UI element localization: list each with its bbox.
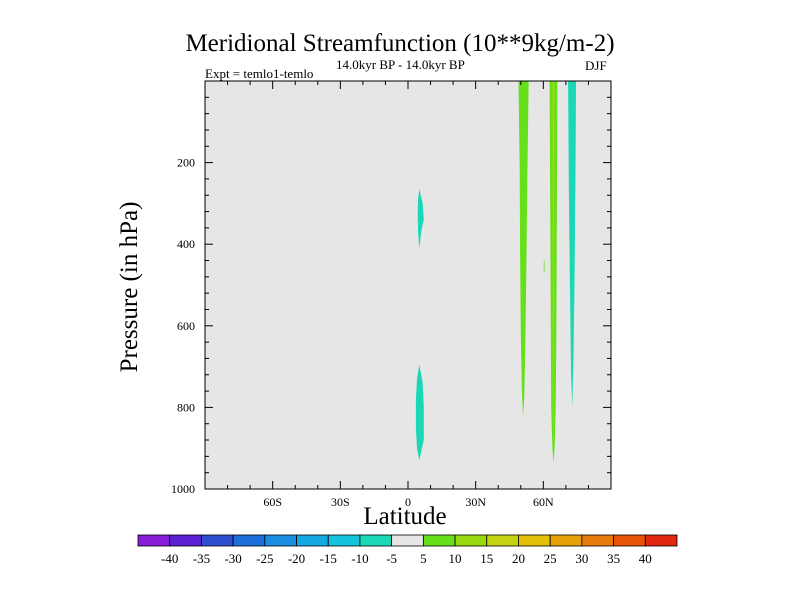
- x-tick-label: 60S: [263, 495, 282, 509]
- colorbar-swatch: [454, 534, 488, 547]
- colorbar-label: 25: [544, 551, 557, 566]
- colorbar-label: 10: [449, 551, 462, 566]
- region-neg-upper-tropics: [417, 189, 424, 249]
- region-neg-lower-tropics: [415, 364, 424, 461]
- region-pos-highlat-core: [552, 81, 555, 449]
- colorbar-swatch: [232, 534, 266, 547]
- colorbar-swatch: [549, 534, 583, 547]
- colorbar-swatch: [327, 534, 361, 547]
- colorbar-label: 5: [420, 551, 427, 566]
- region-pos-midlat-band: [518, 81, 529, 416]
- colorbar-label: 30: [575, 551, 588, 566]
- x-tick-label: 60N: [533, 495, 554, 509]
- colorbar: -40 -35 -30 -25 -20 -15 -10 -5 5 10 15 20 25 30 35 40: [137, 534, 678, 566]
- colorbar-label: -20: [288, 551, 305, 566]
- axis-ticks: 60S 30S 0 30N 60N 200 400 600 800 1000: [171, 81, 611, 509]
- colorbar-label: -30: [224, 551, 241, 566]
- season-label: DJF: [585, 58, 607, 73]
- colorbar-label: -40: [161, 551, 178, 566]
- colorbar-swatch: [359, 534, 393, 547]
- colorbar-swatch: [264, 534, 297, 547]
- x-tick-label: 30N: [465, 495, 486, 509]
- x-axis-label: Latitude: [363, 503, 447, 530]
- region-pos-isolated-dot: [543, 260, 545, 273]
- y-tick-label: 400: [177, 237, 195, 251]
- region-neg-polar-band: [568, 81, 576, 408]
- colorbar-swatch: [486, 534, 519, 547]
- colorbar-label: -35: [193, 551, 210, 566]
- chart-title: Meridional Streamfunction (10**9kg/m-2): [185, 30, 615, 57]
- colorbar-swatch: [422, 534, 456, 547]
- colorbar-swatch: [137, 534, 171, 547]
- y-tick-label: 600: [177, 319, 195, 333]
- colorbar-swatch: [201, 534, 234, 547]
- colorbar-label: 40: [639, 551, 652, 566]
- colorbar-swatch: [296, 534, 329, 547]
- contour-regions: [415, 81, 576, 463]
- plot-frame: [204, 80, 612, 490]
- colorbar-swatch: [613, 534, 646, 547]
- colorbar-swatch: [391, 534, 424, 547]
- x-tick-label: 30S: [331, 495, 350, 509]
- colorbar-swatch: [644, 534, 678, 547]
- plot-background: [205, 81, 611, 489]
- colorbar-label: 20: [512, 551, 525, 566]
- colorbar-swatch: [581, 534, 614, 547]
- y-tick-label: 1000: [171, 482, 195, 496]
- y-tick-label: 800: [177, 400, 195, 414]
- colorbar-swatch: [169, 534, 202, 547]
- colorbar-label: 35: [607, 551, 620, 566]
- colorbar-label: -10: [351, 551, 368, 566]
- y-tick-label: 200: [177, 156, 195, 170]
- colorbar-swatch: [518, 534, 551, 547]
- colorbar-label: 15: [480, 551, 493, 566]
- colorbar-label: -5: [386, 551, 397, 566]
- experiment-label: Expt = temlo1-temlo: [205, 66, 314, 81]
- period-label: 14.0kyr BP - 14.0kyr BP: [336, 57, 465, 72]
- x-tick-label: 0: [405, 495, 411, 509]
- colorbar-label: -15: [320, 551, 337, 566]
- colorbar-label: -25: [256, 551, 273, 566]
